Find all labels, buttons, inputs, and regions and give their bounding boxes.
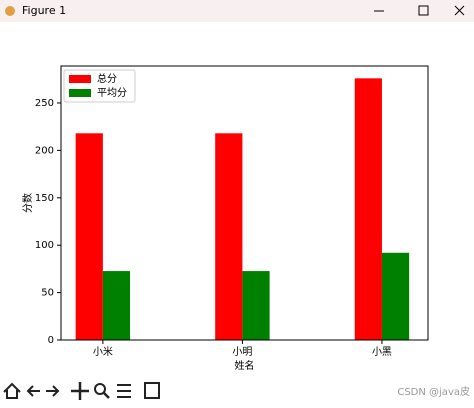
window-title: Figure 1	[22, 4, 66, 17]
y-tick-label: 100	[35, 240, 54, 251]
title-bar	[0, 0, 474, 22]
save-button[interactable]	[144, 382, 160, 399]
legend-label: 平均分	[97, 87, 127, 99]
legend-swatch	[69, 75, 91, 83]
back-button[interactable]	[26, 385, 40, 397]
y-axis-label: 分数	[21, 193, 34, 213]
configure-button[interactable]	[117, 384, 131, 398]
bar	[242, 271, 270, 340]
x-axis-label: 姓名	[235, 359, 255, 372]
maximize-button[interactable]	[418, 5, 429, 16]
legend-swatch	[69, 89, 91, 97]
pan-button[interactable]	[71, 382, 89, 400]
watermark: CSDN @java皮	[397, 385, 470, 398]
close-button[interactable]	[454, 5, 465, 16]
y-tick-label: 50	[41, 288, 54, 299]
y-tick-label: 200	[35, 145, 54, 156]
x-tick-label: 小明	[232, 346, 252, 358]
bar	[215, 133, 243, 340]
bar	[354, 78, 382, 340]
bar	[381, 252, 410, 340]
axes-frame	[60, 65, 429, 341]
app-icon	[5, 6, 15, 16]
bar	[75, 133, 103, 340]
y-tick-label: 250	[35, 98, 54, 109]
x-tick-label: 小黑	[372, 346, 392, 358]
zoom-button[interactable]	[94, 383, 110, 399]
forward-button[interactable]	[46, 385, 60, 397]
bar	[102, 271, 131, 340]
home-button[interactable]	[3, 382, 21, 399]
legend-label: 总分	[97, 72, 117, 85]
y-tick-label: 0	[48, 335, 54, 346]
x-tick-label: 小米	[93, 345, 113, 358]
y-tick-label: 150	[35, 193, 54, 204]
